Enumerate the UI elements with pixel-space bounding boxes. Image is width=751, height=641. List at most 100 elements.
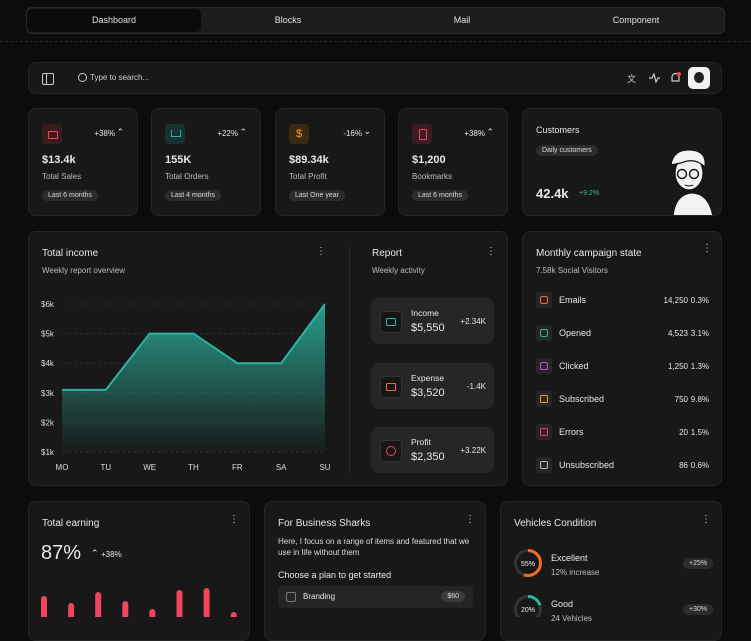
vehicle-change: +30% (683, 604, 714, 615)
customers-card: Customers Daily customers 42.4k +9.2% (522, 108, 722, 216)
vehicle-name: Excellent (551, 553, 588, 563)
card-title: Vehicles Condition (514, 518, 597, 529)
menu-button[interactable]: ⋮ (316, 246, 326, 257)
row-percent: 1.3% (690, 362, 709, 371)
report-item: Income $5,550 +2.34K (371, 298, 494, 344)
menu-button[interactable]: ⋮ (229, 514, 239, 525)
tab[interactable]: Mail (453, 15, 471, 25)
row-icon (536, 358, 552, 374)
stat-card: +38% ⌃ $1,200 Bookmarks Last 6 months (398, 108, 508, 216)
stat-label: Total Profit (289, 172, 327, 181)
card-title: Customers (536, 125, 580, 135)
activity-icon[interactable] (649, 73, 660, 83)
badge: Daily customers (536, 145, 598, 156)
icon-glyph (540, 362, 548, 370)
customers-value: 42.4k (536, 186, 569, 201)
icon-glyph (540, 461, 548, 469)
stat-icon (42, 124, 62, 144)
report-label: Expense (411, 373, 445, 383)
tab[interactable]: Component (612, 15, 660, 25)
row-percent: 0.6% (690, 461, 709, 470)
card-title: Total earning (42, 518, 100, 529)
report-item: Profit $2,350 +3.22K (371, 427, 494, 473)
row-label: Emails (559, 295, 587, 305)
tab[interactable]: Dashboard (27, 9, 201, 32)
campaign-card: Monthly campaign state 7.58k Social Visi… (522, 231, 722, 486)
earning-headline: 87% (41, 542, 82, 564)
earning-change: +38% (101, 550, 122, 559)
tab[interactable]: Blocks (274, 15, 302, 25)
card-title: Total income (42, 248, 99, 259)
stat-period: Last 4 months (165, 190, 221, 201)
translate-icon[interactable]: 文 (627, 74, 637, 84)
menu-button[interactable]: ⋮ (465, 514, 475, 525)
icon-glyph (540, 296, 548, 304)
divider (0, 41, 751, 42)
avatar[interactable] (688, 67, 710, 89)
report-item: Expense $3,520 -1.4K (371, 363, 494, 409)
business-card: For Business Sharks ⋮ Here, I focus on a… (264, 501, 486, 641)
avatar-face (694, 72, 704, 83)
plan-option[interactable]: Branding $60 (278, 586, 473, 608)
report-icon (380, 440, 402, 462)
report-icon (380, 311, 402, 333)
trend-arrow: ⌃ (116, 127, 124, 137)
dashboard: Dashboard Blocks Mail Component Type to … (0, 7, 751, 641)
report-change: +2.34K (460, 317, 486, 326)
vehicles-card: Vehicles Condition ⋮ Excellent 12% incre… (500, 501, 722, 641)
checkbox[interactable] (286, 592, 296, 602)
sidebar-toggle[interactable] (42, 73, 54, 85)
stat-card: +22% ⌃ 155K Total Orders Last 4 months (151, 108, 261, 216)
stat-value: $13.4k (42, 154, 76, 166)
menu-button[interactable]: ⋮ (702, 243, 712, 254)
menu-button[interactable]: ⋮ (486, 246, 496, 257)
row-label: Unsubscribed (559, 460, 615, 470)
bell-icon[interactable] (670, 72, 681, 84)
report-label: Profit (411, 437, 431, 447)
plan-price: $60 (441, 591, 465, 602)
trend-arrow: ⌄ (363, 126, 371, 136)
icon-glyph (48, 131, 58, 139)
top-bar: Type to search... 文 (28, 62, 722, 94)
row-icon (536, 325, 552, 341)
stat-label: Total Sales (42, 172, 82, 181)
stat-label: Bookmarks (412, 172, 453, 181)
vehicle-change: +25% (683, 558, 714, 569)
icon-glyph (171, 130, 181, 137)
row-count: 14,250 (663, 296, 688, 305)
customers-change: +9.2% (579, 190, 600, 197)
icon-glyph (540, 329, 548, 337)
row-count: 4,523 (667, 329, 688, 338)
stat-change: +38% (94, 129, 115, 138)
row-label: Opened (559, 328, 592, 338)
stat-value: 155K (165, 154, 192, 166)
plan-name: Branding (303, 592, 336, 601)
earning-card: Total earning ⋮ 87% ⌃ +38% (28, 501, 250, 641)
stat-period: Last 6 months (42, 190, 98, 201)
row-percent: 0.3% (690, 296, 709, 305)
card-title: Monthly campaign state (536, 248, 642, 259)
row-label: Errors (559, 427, 584, 437)
row-count: 750 (674, 395, 688, 404)
vehicle-name: Good (551, 599, 574, 609)
stat-change: -16% (343, 129, 362, 138)
plan-heading: Choose a plan to get started (278, 570, 392, 580)
card-subtitle: Weekly report overview (42, 266, 125, 275)
stat-icon: $ (289, 124, 309, 144)
search-icon (78, 73, 87, 82)
stat-card: $ -16% ⌄ $89.34k Total Profit Last One y… (275, 108, 385, 216)
row-icon (536, 292, 552, 308)
stat-card: +38% ⌃ $13.4k Total Sales Last 6 months (28, 108, 138, 216)
report-change: -1.4K (466, 382, 486, 391)
row-icon (536, 391, 552, 407)
menu-button[interactable]: ⋮ (701, 514, 711, 525)
trend-arrow: ⌃ (239, 127, 247, 137)
search-input[interactable]: Type to search... (90, 73, 150, 82)
card-text: Here, I focus on a range of items and fe… (278, 537, 470, 557)
stat-period: Last One year (289, 190, 345, 201)
icon-glyph (419, 129, 427, 140)
stat-icon (165, 124, 185, 144)
card-title: For Business Sharks (278, 518, 371, 529)
row-percent: 9.8% (690, 395, 709, 404)
stat-period: Last 6 months (412, 190, 468, 201)
